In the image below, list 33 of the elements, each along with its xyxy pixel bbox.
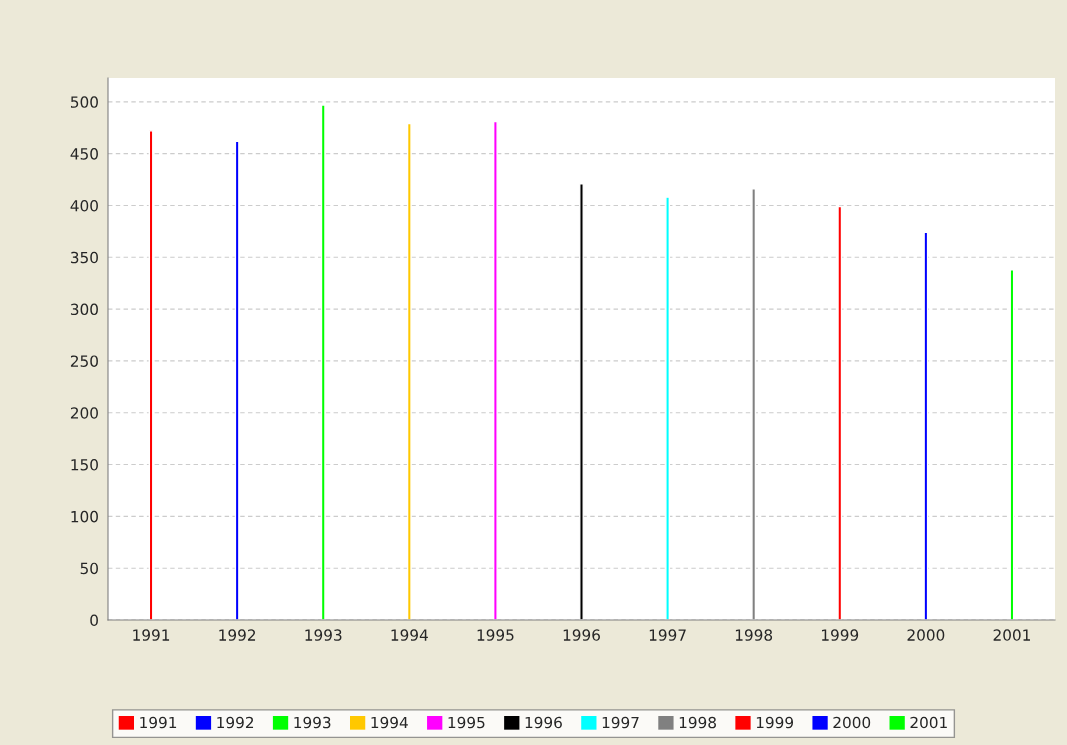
legend-label: 1991 [140, 716, 177, 729]
legend-label: 1992 [217, 716, 254, 729]
y-tick-label: 150 [71, 459, 98, 471]
legend-label: 1999 [756, 716, 794, 729]
legend-label: 2000 [833, 716, 871, 729]
legend-label: 1997 [602, 716, 639, 729]
y-tick-label: 300 [70, 303, 98, 316]
legend-label: 1993 [294, 716, 331, 729]
x-tick-label: 1999 [822, 629, 859, 641]
x-tick-label: 1997 [649, 629, 686, 641]
x-tick-label: 1994 [391, 629, 428, 641]
y-tick-label: 250 [70, 355, 98, 367]
x-tick-label: 1995 [477, 629, 514, 641]
y-tick-label: 200 [70, 407, 98, 419]
y-tick-label: 400 [70, 199, 98, 212]
legend-label: 1994 [371, 716, 408, 729]
x-tick-label: 2001 [993, 629, 1030, 641]
y-tick-label: 450 [70, 148, 98, 160]
y-tick-label: 100 [71, 510, 98, 523]
x-tick-label: 1991 [133, 629, 170, 641]
y-tick-label: 50 [80, 562, 98, 575]
y-tick-label: 500 [70, 96, 98, 108]
legend-label: 2001 [910, 716, 947, 729]
x-tick-label: 1998 [735, 629, 773, 641]
y-tick-label: 350 [70, 251, 98, 264]
legend-label: 1995 [448, 716, 485, 729]
y-tick-label: 0 [90, 614, 98, 627]
x-tick-label: 1992 [219, 629, 256, 641]
x-tick-label: 1993 [305, 629, 342, 641]
legend-label: 1998 [679, 716, 716, 729]
x-tick-label: 2000 [907, 629, 945, 641]
x-tick-label: 1996 [563, 629, 600, 641]
legend-label: 1996 [525, 716, 562, 729]
